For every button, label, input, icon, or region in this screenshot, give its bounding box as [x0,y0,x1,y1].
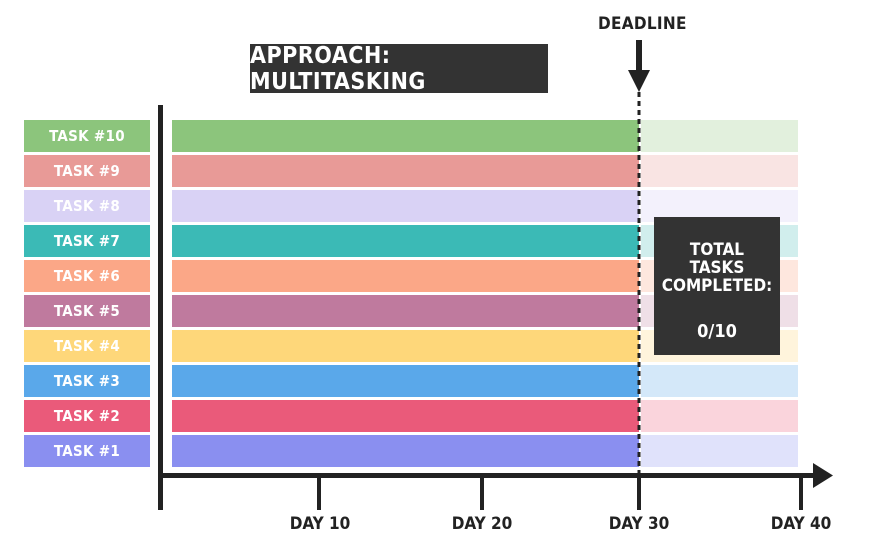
task-label: TASK #4 [24,330,150,362]
task-bar [172,260,639,292]
y-axis [158,105,163,510]
task-remaining [641,435,798,467]
task-bar [172,365,639,397]
summary-box: TOTAL TASKS COMPLETED: 0/10 [654,217,780,355]
summary-heading: TOTAL TASKS COMPLETED: [654,241,780,295]
task-label: TASK #7 [24,225,150,257]
task-bar [172,330,639,362]
tasks-completed-count: 0/10 [697,321,737,342]
deadline-label: DEADLINE [598,14,687,34]
approach-title: APPROACH: MULTITASKING [250,43,548,95]
task-bar [172,295,639,327]
tick-day-30 [637,476,641,510]
deadline-arrow-shaft [636,40,642,74]
task-remaining [641,190,798,222]
task-remaining [641,400,798,432]
tick-day-10 [317,476,321,510]
axis-label-day-20: DAY 20 [451,514,513,534]
task-remaining [641,365,798,397]
summary-line-3: COMPLETED: [661,276,773,296]
task-label: TASK #3 [24,365,150,397]
down-arrow-icon [628,70,650,92]
task-bar [172,120,639,152]
axis-label-day-40: DAY 40 [770,514,832,534]
task-bar [172,225,639,257]
task-label: TASK #6 [24,260,150,292]
task-label: TASK #8 [24,190,150,222]
task-label: TASK #2 [24,400,150,432]
x-axis-arrow-icon [813,463,833,488]
task-label: TASK #1 [24,435,150,467]
task-bar [172,190,639,222]
tick-day-40 [799,476,803,510]
task-bar [172,400,639,432]
axis-label-day-30: DAY 30 [608,514,670,534]
task-label: TASK #9 [24,155,150,187]
summary-line-1: TOTAL [689,240,745,260]
axis-label-day-10: DAY 10 [289,514,351,534]
task-label: TASK #10 [24,120,150,152]
task-label: TASK #5 [24,295,150,327]
tick-day-20 [480,476,484,510]
task-bar [172,155,639,187]
task-bar [172,435,639,467]
summary-line-2: TASKS [689,258,745,278]
x-axis [158,473,815,478]
task-remaining [641,155,798,187]
task-remaining [641,120,798,152]
